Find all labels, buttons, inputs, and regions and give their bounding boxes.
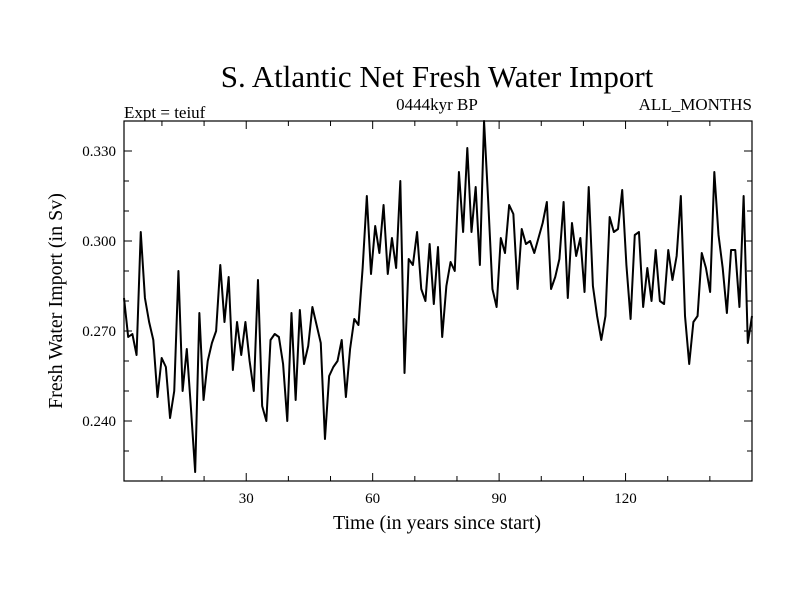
y-tick-label: 0.300 bbox=[82, 234, 116, 250]
x-tick-label: 30 bbox=[239, 491, 254, 507]
period-label: 0444kyr BP bbox=[396, 95, 478, 114]
x-tick-label: 90 bbox=[492, 491, 507, 507]
y-tick-label: 0.270 bbox=[82, 324, 116, 340]
y-tick-label: 0.240 bbox=[82, 414, 116, 430]
plot-frame bbox=[123, 120, 753, 482]
y-axis-ticks: 0.240 0.270 0.300 0.330 bbox=[82, 120, 752, 482]
x-axis-label: Time (in years since start) bbox=[333, 512, 541, 534]
series-line bbox=[123, 120, 753, 473]
months-label: ALL_MONTHS bbox=[639, 95, 752, 114]
y-axis-label: Fresh Water Import (in Sv) bbox=[45, 193, 67, 409]
experiment-label: Expt = teiuf bbox=[124, 103, 206, 122]
y-tick-label: 0.330 bbox=[82, 144, 116, 160]
x-axis-ticks: 30 60 90 120 bbox=[161, 121, 753, 507]
chart-title: S. Atlantic Net Fresh Water Import bbox=[221, 59, 654, 94]
x-tick-label: 60 bbox=[365, 491, 380, 507]
x-tick-label: 120 bbox=[614, 491, 637, 507]
